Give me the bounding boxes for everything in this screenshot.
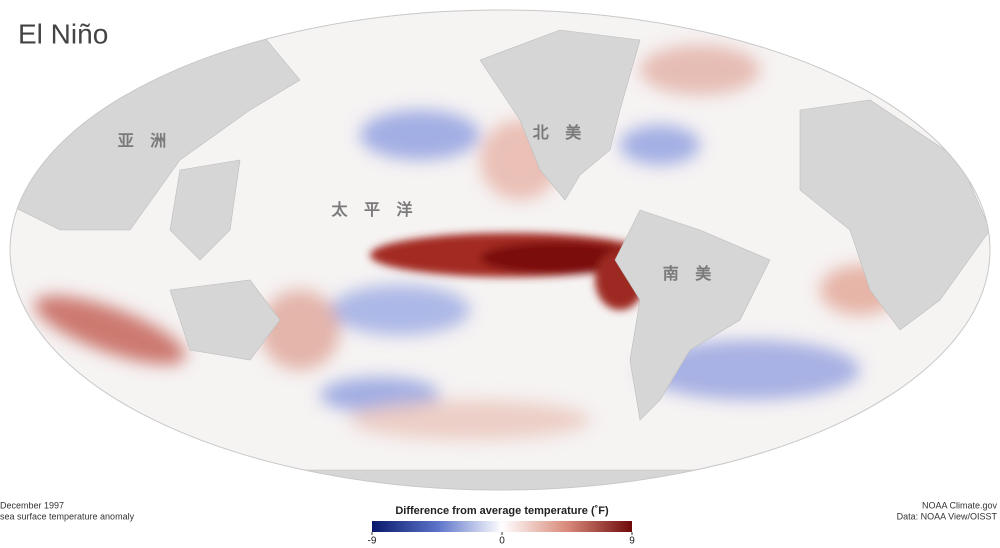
map-title: El Niño xyxy=(18,18,108,49)
tick-label: -9 xyxy=(368,536,377,547)
color-bar xyxy=(372,521,632,532)
region-label: 北 美 xyxy=(533,123,587,142)
credit: Data: NOAA View/OISST xyxy=(897,511,998,521)
date: December 1997 xyxy=(0,500,64,510)
region-label: 亚 洲 xyxy=(118,132,172,150)
credit: NOAA Climate.gov xyxy=(922,500,998,510)
subtitle: sea surface temperature anomaly xyxy=(0,511,135,521)
map xyxy=(10,10,990,490)
el-nino-band xyxy=(370,233,650,310)
globe-outline xyxy=(9,9,991,491)
region-labels: 亚 洲 北 美太 平 洋南 美 xyxy=(118,123,717,283)
legend-ticks: -9 0 9 xyxy=(368,532,635,547)
region-label: 南 美 xyxy=(663,264,717,283)
region-label: 太 平 洋 xyxy=(331,200,419,219)
legend-title: Difference from average temperature (˚F) xyxy=(395,505,609,517)
tick-label: 0 xyxy=(499,536,505,547)
tick-label: 9 xyxy=(629,536,635,547)
